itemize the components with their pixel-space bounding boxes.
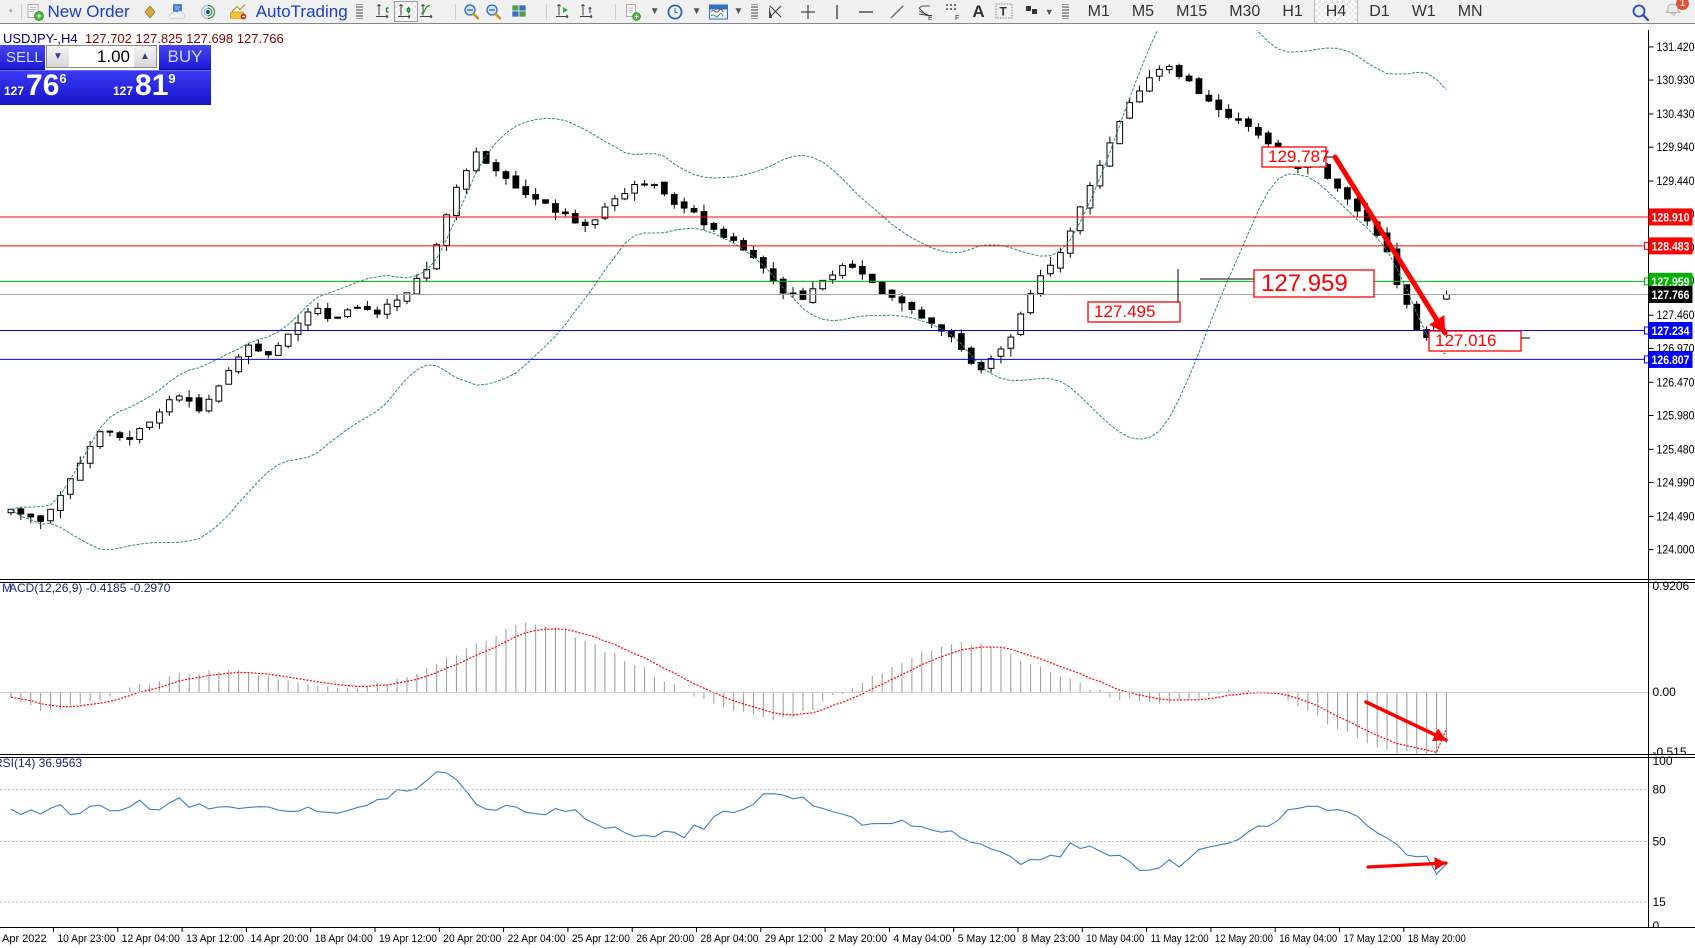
svg-text:4 May 04:00: 4 May 04:00 bbox=[893, 933, 951, 945]
svg-text:8 May 23:00: 8 May 23:00 bbox=[1022, 933, 1080, 945]
svg-text:E: E bbox=[928, 15, 933, 21]
svg-text:29 Apr 12:00: 29 Apr 12:00 bbox=[765, 933, 823, 945]
svg-text:80: 80 bbox=[1653, 783, 1667, 797]
svg-text:125.480: 125.480 bbox=[1657, 442, 1695, 456]
svg-text:20 Apr 20:00: 20 Apr 20:00 bbox=[443, 933, 501, 945]
svg-text:127.959: 127.959 bbox=[1261, 270, 1348, 297]
svg-text:ACD(12,26,9) -0.4185 -0.2970: ACD(12,26,9) -0.4185 -0.2970 bbox=[9, 581, 171, 595]
svg-text:131.420: 131.420 bbox=[1657, 40, 1695, 54]
svg-text:126.807: 126.807 bbox=[1652, 353, 1690, 367]
svg-text:50: 50 bbox=[1653, 835, 1667, 849]
svg-text:0.00: 0.00 bbox=[1653, 685, 1677, 699]
svg-text:0.9206: 0.9206 bbox=[1653, 580, 1690, 593]
svg-text:124.000: 124.000 bbox=[1657, 543, 1695, 557]
svg-text:26 Apr 20:00: 26 Apr 20:00 bbox=[636, 933, 694, 945]
svg-text:129.440: 129.440 bbox=[1657, 174, 1695, 188]
svg-text:12 May 20:00: 12 May 20:00 bbox=[1215, 933, 1273, 945]
svg-text:124.490: 124.490 bbox=[1657, 509, 1695, 523]
svg-text:22 Apr 04:00: 22 Apr 04:00 bbox=[508, 933, 566, 945]
svg-text:5 May 12:00: 5 May 12:00 bbox=[958, 933, 1016, 945]
svg-text:19 Apr 12:00: 19 Apr 12:00 bbox=[379, 933, 437, 945]
svg-text:11 May 12:00: 11 May 12:00 bbox=[1151, 933, 1209, 945]
svg-text:125.980: 125.980 bbox=[1657, 408, 1695, 422]
svg-text:18 Apr 04:00: 18 Apr 04:00 bbox=[315, 933, 373, 945]
svg-text:127.234: 127.234 bbox=[1652, 324, 1690, 338]
svg-text:124.990: 124.990 bbox=[1657, 476, 1695, 490]
svg-text:130.930: 130.930 bbox=[1657, 73, 1695, 87]
svg-text:127.766: 127.766 bbox=[1652, 288, 1690, 302]
svg-text:15: 15 bbox=[1653, 895, 1667, 909]
svg-text:127.460: 127.460 bbox=[1657, 308, 1695, 322]
svg-text:Apr 2022: Apr 2022 bbox=[2, 933, 47, 945]
svg-text:128.910: 128.910 bbox=[1652, 210, 1690, 224]
svg-text:10 Apr 23:00: 10 Apr 23:00 bbox=[58, 933, 116, 945]
svg-text:129.940: 129.940 bbox=[1657, 140, 1695, 154]
svg-text:129.787: 129.787 bbox=[1268, 147, 1329, 166]
svg-text:16 May 04:00: 16 May 04:00 bbox=[1279, 933, 1337, 945]
svg-text:126.470: 126.470 bbox=[1657, 375, 1695, 389]
svg-text:10 May 04:00: 10 May 04:00 bbox=[1086, 933, 1144, 945]
svg-text:12 Apr 04:00: 12 Apr 04:00 bbox=[122, 933, 180, 945]
svg-text:2 May 20:00: 2 May 20:00 bbox=[829, 933, 887, 945]
svg-text:13 Apr 12:00: 13 Apr 12:00 bbox=[186, 933, 244, 945]
svg-text:RSI(14) 36.9563: RSI(14) 36.9563 bbox=[0, 756, 82, 770]
svg-text:130.430: 130.430 bbox=[1657, 107, 1695, 121]
svg-text:25 Apr 12:00: 25 Apr 12:00 bbox=[572, 933, 630, 945]
svg-text:100: 100 bbox=[1653, 755, 1673, 768]
svg-text:F: F bbox=[955, 15, 959, 21]
svg-text:28 Apr 04:00: 28 Apr 04:00 bbox=[701, 933, 759, 945]
svg-text:14 Apr 20:00: 14 Apr 20:00 bbox=[250, 933, 308, 945]
svg-text:128.483: 128.483 bbox=[1652, 239, 1690, 253]
svg-text:127.495: 127.495 bbox=[1094, 302, 1155, 321]
svg-text:17 May 12:00: 17 May 12:00 bbox=[1344, 933, 1402, 945]
svg-text:T: T bbox=[999, 4, 1007, 18]
svg-text:18 May 20:00: 18 May 20:00 bbox=[1408, 933, 1466, 945]
